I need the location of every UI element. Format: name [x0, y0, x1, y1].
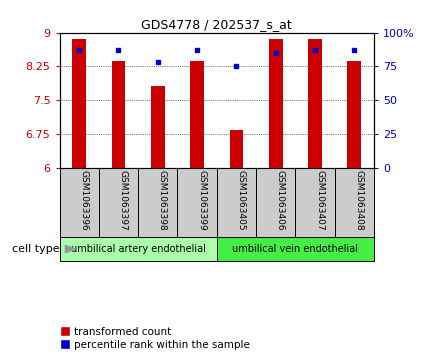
Bar	[60, 237, 217, 261]
Bar	[72, 38, 86, 168]
Text: GSM1063399: GSM1063399	[197, 170, 206, 231]
Text: GSM1063397: GSM1063397	[119, 170, 128, 231]
Title: GDS4778 / 202537_s_at: GDS4778 / 202537_s_at	[142, 19, 292, 32]
Bar	[151, 86, 164, 168]
Text: GSM1063406: GSM1063406	[276, 170, 285, 231]
Bar	[348, 61, 361, 168]
Text: cell type: cell type	[12, 244, 60, 254]
Text: GSM1063396: GSM1063396	[79, 170, 88, 231]
Text: umbilical vein endothelial: umbilical vein endothelial	[232, 244, 358, 254]
Legend: transformed count, percentile rank within the sample: transformed count, percentile rank withi…	[56, 323, 254, 354]
Text: GSM1063408: GSM1063408	[354, 170, 363, 231]
Text: GSM1063405: GSM1063405	[236, 170, 245, 231]
Bar	[269, 38, 283, 168]
Polygon shape	[65, 245, 75, 253]
Bar	[230, 130, 243, 168]
Bar	[190, 61, 204, 168]
Bar	[217, 237, 374, 261]
Text: GSM1063398: GSM1063398	[158, 170, 167, 231]
Text: umbilical artery endothelial: umbilical artery endothelial	[71, 244, 206, 254]
Bar	[308, 38, 322, 168]
Text: GSM1063407: GSM1063407	[315, 170, 324, 231]
Bar	[112, 61, 125, 168]
